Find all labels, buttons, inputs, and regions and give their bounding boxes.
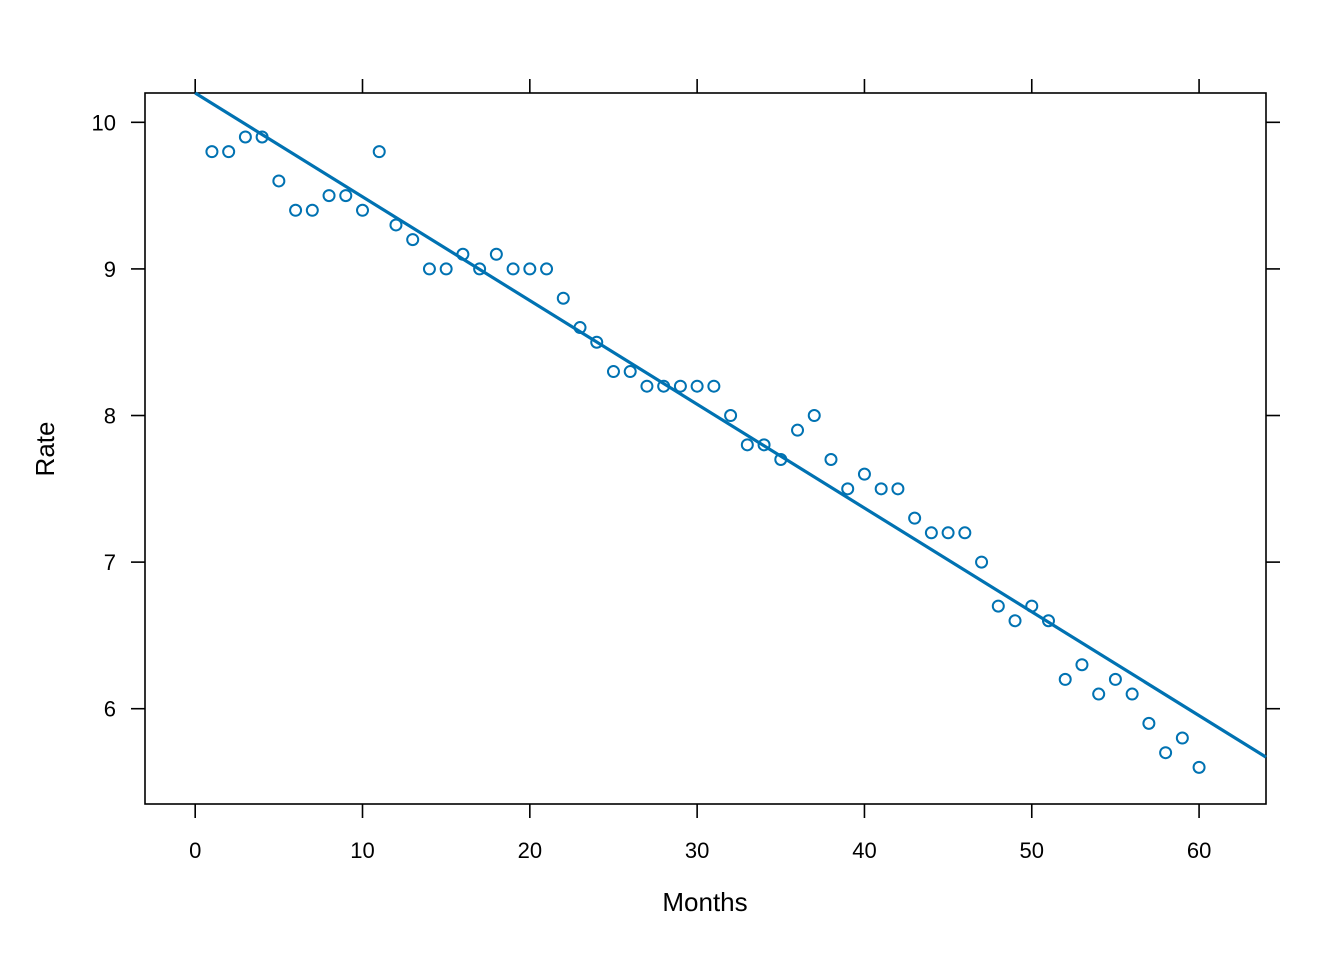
data-point-31 xyxy=(724,409,738,423)
data-point-30 xyxy=(707,379,721,393)
data-point-43 xyxy=(924,526,938,540)
x-axis-label: Months xyxy=(662,887,747,917)
data-point-39 xyxy=(857,467,871,481)
data-point-5 xyxy=(289,203,303,217)
data-point-57 xyxy=(1159,746,1173,760)
data-point-29 xyxy=(690,379,704,393)
data-point-15 xyxy=(456,247,470,261)
data-point-14 xyxy=(439,262,453,276)
y-tick-label-1: 7 xyxy=(104,550,116,575)
data-point-48 xyxy=(1008,614,1022,628)
data-point-2 xyxy=(238,130,252,144)
y-axis-label: Rate xyxy=(30,422,60,477)
data-point-42 xyxy=(908,511,922,525)
data-point-50 xyxy=(1041,614,1055,628)
data-point-11 xyxy=(389,218,403,232)
data-point-28 xyxy=(673,379,687,393)
x-tick-label-2: 20 xyxy=(518,838,542,863)
data-point-55 xyxy=(1125,687,1139,701)
data-point-27 xyxy=(657,379,671,393)
x-tick-label-3: 30 xyxy=(685,838,709,863)
data-point-47 xyxy=(991,599,1005,613)
y-tick-label-3: 9 xyxy=(104,257,116,282)
data-point-18 xyxy=(506,262,520,276)
x-tick-label-6: 60 xyxy=(1187,838,1211,863)
data-point-4 xyxy=(272,174,286,188)
data-point-53 xyxy=(1092,687,1106,701)
data-point-26 xyxy=(640,379,654,393)
data-point-59 xyxy=(1192,760,1206,774)
data-point-33 xyxy=(757,438,771,452)
fit-line-layer xyxy=(194,91,1267,759)
x-tick-label-4: 40 xyxy=(852,838,876,863)
data-point-22 xyxy=(573,321,587,335)
y-tick-label-4: 10 xyxy=(92,110,116,135)
data-point-52 xyxy=(1075,658,1089,672)
y-tick-label-2: 8 xyxy=(104,404,116,429)
data-point-34 xyxy=(774,452,788,466)
regression-line xyxy=(194,91,1267,759)
y-axis-ticks: 6 7 8 9 10 xyxy=(92,110,1280,722)
data-point-25 xyxy=(623,365,637,379)
data-point-0 xyxy=(205,145,219,159)
data-point-6 xyxy=(305,203,319,217)
data-point-3 xyxy=(255,130,269,144)
data-point-12 xyxy=(406,233,420,247)
data-point-40 xyxy=(874,482,888,496)
data-point-41 xyxy=(891,482,905,496)
plot-frame xyxy=(144,92,1267,805)
data-point-54 xyxy=(1108,672,1122,686)
data-point-38 xyxy=(841,482,855,496)
data-points xyxy=(205,130,1206,774)
data-point-51 xyxy=(1058,672,1072,686)
data-point-10 xyxy=(372,145,386,159)
data-point-36 xyxy=(807,409,821,423)
x-axis-ticks: 0 10 20 30 40 50 60 xyxy=(189,79,1211,863)
data-point-19 xyxy=(523,262,537,276)
data-point-8 xyxy=(339,189,353,203)
data-point-23 xyxy=(590,335,604,349)
data-point-21 xyxy=(556,291,570,305)
data-point-16 xyxy=(473,262,487,276)
data-point-56 xyxy=(1142,716,1156,730)
x-tick-label-1: 10 xyxy=(350,838,374,863)
data-point-35 xyxy=(791,423,805,437)
data-point-58 xyxy=(1175,731,1189,745)
data-point-49 xyxy=(1025,599,1039,613)
data-point-45 xyxy=(958,526,972,540)
x-tick-label-0: 0 xyxy=(189,838,201,863)
data-point-32 xyxy=(740,438,754,452)
data-point-13 xyxy=(422,262,436,276)
data-point-20 xyxy=(540,262,554,276)
data-point-37 xyxy=(824,452,838,466)
data-point-46 xyxy=(975,555,989,569)
data-point-44 xyxy=(941,526,955,540)
data-point-7 xyxy=(322,189,336,203)
data-point-1 xyxy=(222,145,236,159)
y-tick-label-0: 6 xyxy=(104,697,116,722)
data-point-9 xyxy=(356,203,370,217)
x-tick-label-5: 50 xyxy=(1020,838,1044,863)
data-point-24 xyxy=(606,365,620,379)
data-point-17 xyxy=(489,247,503,261)
